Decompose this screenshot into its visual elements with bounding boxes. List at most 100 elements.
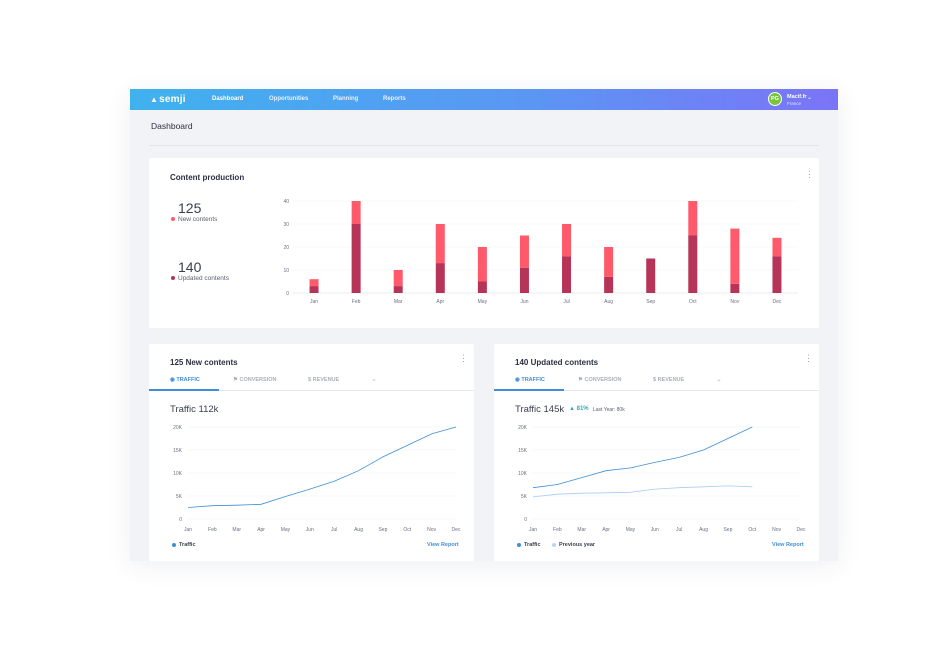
tab-conversion[interactable]: ⚑ CONVERSION (233, 377, 276, 383)
series-line-traffic (532, 426, 753, 489)
x-tick-label: Sep (723, 527, 732, 533)
more-options-icon[interactable]: ⋮ (804, 353, 813, 363)
bar-new-nov (730, 228, 740, 284)
chevron-down-icon[interactable]: ⌄ (371, 376, 377, 383)
more-options-icon[interactable]: ⋮ (805, 169, 814, 179)
nav-planning[interactable]: Planning (333, 96, 359, 102)
view-report-link[interactable]: View Report (772, 542, 804, 548)
x-tick-label: Apr (436, 299, 444, 305)
traffic-legend-label: Traffic (179, 542, 196, 548)
bar-updated-jul (562, 256, 572, 293)
card-title: 140 Updated contents (515, 358, 599, 367)
series-line-previous-year (532, 485, 753, 498)
avatar[interactable]: PG (768, 92, 782, 106)
y-tick-label: 0 (524, 517, 527, 523)
last-year-value: Last Year: 80k (593, 407, 625, 413)
x-tick-label: Oct (403, 527, 411, 533)
new-contents-legend: New contents (171, 216, 217, 223)
x-tick-label: Feb (553, 527, 562, 533)
tab-traffic[interactable]: ◉ TRAFFIC (515, 377, 545, 383)
tab-revenue[interactable]: $ REVENUE (653, 377, 684, 383)
traffic-legend-label: Traffic (524, 542, 541, 548)
active-tab-indicator (494, 389, 564, 391)
bar-new-oct (688, 201, 698, 236)
bar-new-apr (435, 224, 445, 264)
x-tick-label: Oct (748, 527, 756, 533)
traffic-dot-icon (517, 542, 521, 547)
eye-icon: ◉ (170, 377, 177, 383)
x-tick-label: Nov (427, 527, 436, 533)
y-tick-label: 5K (176, 494, 183, 500)
more-options-icon[interactable]: ⋮ (459, 353, 468, 363)
y-tick-label: 0 (286, 291, 289, 297)
flag-icon: ⚑ (578, 377, 585, 383)
x-tick-label: Nov (730, 299, 739, 305)
x-tick-label: Nov (772, 527, 781, 533)
x-tick-label: Dec (452, 527, 461, 533)
bar-new-jul (562, 224, 572, 257)
card-title: 125 New contents (170, 358, 238, 367)
bar-updated-sep (646, 258, 656, 293)
y-tick-label: 30 (283, 222, 289, 228)
x-tick-label: Jul (563, 299, 569, 305)
x-tick-label: Jan (184, 527, 192, 533)
bar-updated-oct (688, 235, 698, 293)
traffic-dot-icon (172, 542, 176, 547)
updated-contents-label: Updated contents (178, 275, 229, 282)
card-title: Content production (170, 173, 245, 182)
view-report-link[interactable]: View Report (427, 542, 459, 548)
chevron-down-icon[interactable]: ⌄ (716, 376, 722, 383)
y-tick-label: 10 (283, 268, 289, 274)
x-tick-label: Dec (797, 527, 806, 533)
x-tick-label: Mar (394, 299, 403, 305)
new-contents-traffic-chart: 0 5K 10K 15K 20K Jan Feb Mar Apr May Jun Jul Aug Sep O… (173, 425, 461, 533)
x-tick-label: Dec (773, 299, 782, 305)
logo-text: semji (159, 94, 186, 105)
updated-contents-legend: Updated contents (171, 275, 229, 282)
flag-icon: ⚑ (233, 377, 240, 383)
title-divider (149, 145, 819, 146)
x-tick-label: Jun (306, 527, 314, 533)
new-contents-label: New contents (178, 216, 218, 223)
tab-traffic-label: TRAFFIC (176, 377, 200, 383)
series-line-traffic (187, 426, 457, 508)
growth-badge: ▲ 81% (569, 406, 589, 412)
bar-new-may (477, 247, 487, 282)
y-tick-label: 5K (521, 494, 528, 500)
app-window: ▲semji Dashboard Opportunities Planning … (130, 89, 838, 561)
bar-updated-aug (604, 276, 614, 293)
user-name: Macif.fr (787, 94, 807, 100)
previous-year-legend-label: Previous year (559, 542, 596, 548)
x-tick-label: Apr (602, 527, 610, 533)
bar-updated-nov (730, 283, 740, 293)
y-tick-label: 0 (179, 517, 182, 523)
semji-logo[interactable]: ▲semji (150, 94, 186, 105)
y-tick-label: 15K (173, 448, 183, 454)
x-tick-label: Aug (699, 527, 708, 533)
x-tick-label: Mar (577, 527, 586, 533)
tab-revenue[interactable]: $ REVENUE (308, 377, 339, 383)
dollar-icon: $ (653, 377, 658, 383)
updated-contents-count: 140 (178, 259, 202, 275)
nav-reports[interactable]: Reports (383, 96, 406, 102)
bar-updated-jun (519, 267, 529, 293)
y-tick-label: 20 (283, 245, 289, 251)
bar-new-dec (772, 237, 782, 257)
y-tick-label: 15K (518, 448, 528, 454)
user-menu[interactable]: PG Macif.fr France ⌄ (768, 92, 816, 107)
tab-traffic[interactable]: ◉ TRAFFIC (170, 377, 200, 383)
new-dot-icon (171, 217, 175, 222)
x-tick-label: Aug (354, 527, 363, 533)
bar-new-mar (393, 270, 403, 287)
bar-new-jan (309, 279, 319, 287)
content-production-bar-chart: 0 10 20 30 40 Jan Feb Mar Apr May Jun Jul Aug Sep Oct N… (283, 199, 798, 305)
nav-opportunities[interactable]: Opportunities (269, 96, 309, 102)
traffic-legend: Traffic (517, 542, 541, 548)
x-tick-label: Feb (352, 299, 361, 305)
nav-dashboard[interactable]: Dashboard (212, 96, 244, 102)
tab-conversion[interactable]: ⚑ CONVERSION (578, 377, 621, 383)
y-tick-label: 20K (173, 425, 183, 431)
bar-new-feb (351, 201, 361, 224)
previous-year-dot-icon (552, 542, 556, 547)
chevron-down-icon[interactable]: ⌄ (807, 95, 813, 101)
